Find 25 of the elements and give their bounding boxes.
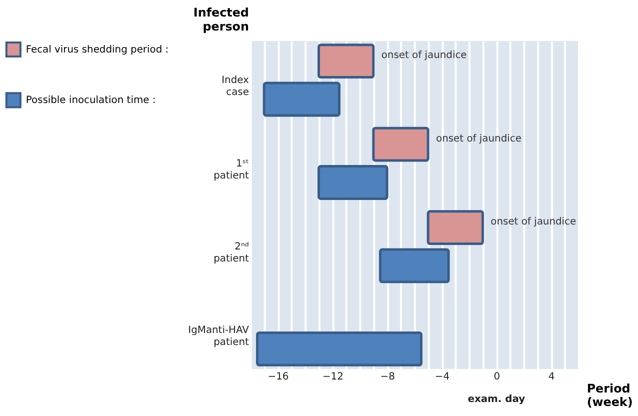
text: exam. day xyxy=(468,394,526,405)
legend-label: Fecal virus shedding period : xyxy=(26,44,169,56)
x-tick-label: −12 xyxy=(322,371,344,382)
x-tick-label: −8 xyxy=(380,371,395,382)
y-axis-title: Infected person xyxy=(193,6,249,34)
annotation: onset of jaundice xyxy=(490,216,576,228)
x-tick-label: 4 xyxy=(548,371,555,382)
y-tick-label: IgManti-HAV patient xyxy=(188,324,250,348)
legend-label: Possible inoculation time : xyxy=(26,95,156,106)
x-tick-label: −4 xyxy=(434,371,450,382)
x-axis-title: Period (week) xyxy=(586,381,633,410)
x-tick-label: 0 xyxy=(494,371,500,382)
y-tick-label: Index case xyxy=(222,75,250,98)
bar xyxy=(372,126,430,162)
bar xyxy=(318,44,375,79)
x-tick-label: −16 xyxy=(268,371,289,382)
annotation: onset of jaundice xyxy=(436,133,522,144)
bar xyxy=(256,331,422,366)
bar xyxy=(426,210,484,246)
bar xyxy=(262,82,340,117)
bar xyxy=(378,248,450,284)
y-tick-label: 2ⁿᵈ patient xyxy=(214,242,250,265)
bar xyxy=(318,165,388,200)
y-tick-label: 1ˢᵗ patient xyxy=(214,158,250,182)
annotation: onset of jaundice xyxy=(381,50,467,62)
